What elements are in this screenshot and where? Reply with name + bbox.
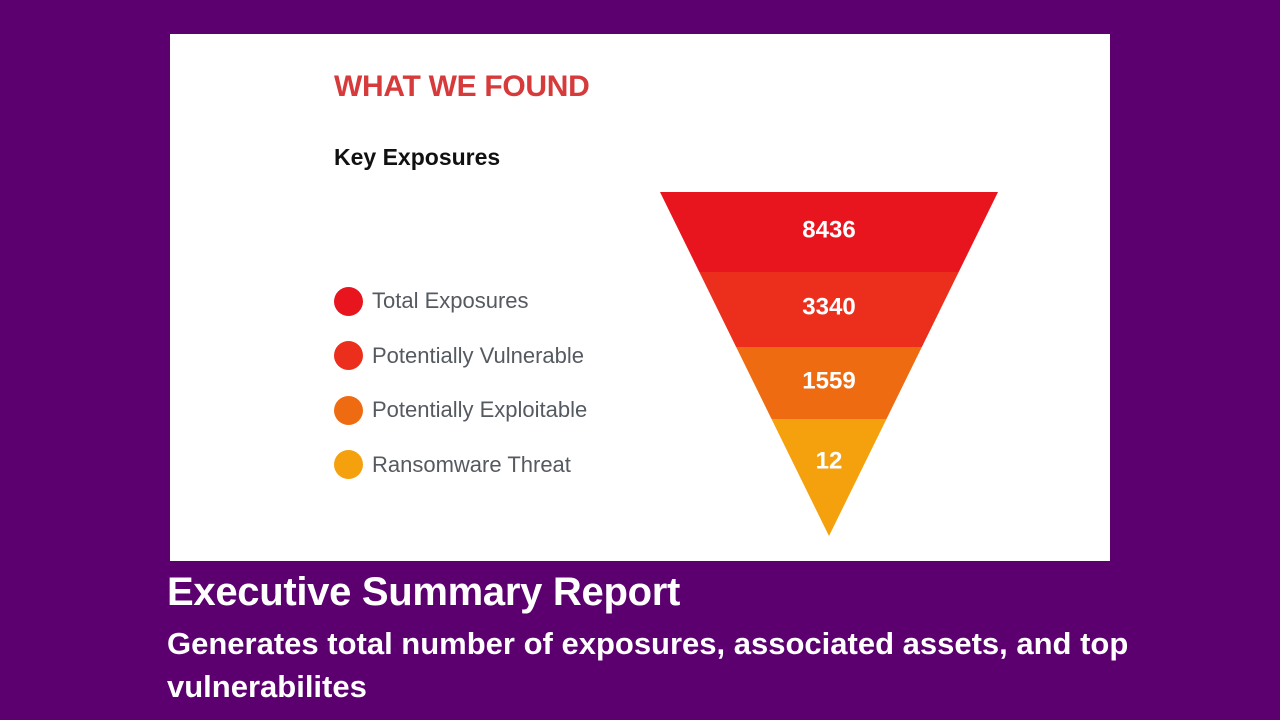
funnel-segment bbox=[699, 272, 959, 347]
funnel-segment bbox=[660, 192, 998, 272]
caption-title: Executive Summary Report bbox=[167, 570, 680, 614]
funnel-value-label: 3340 bbox=[802, 293, 855, 320]
legend-label: Ransomware Threat bbox=[372, 451, 571, 477]
legend-swatch bbox=[334, 450, 363, 479]
funnel-value-label: 12 bbox=[816, 447, 843, 474]
legend-swatch bbox=[334, 286, 363, 316]
legend-label: Potentially Exploitable bbox=[372, 397, 588, 422]
chart-title: Key Exposures bbox=[334, 144, 501, 170]
funnel-value-label: 8436 bbox=[802, 216, 855, 243]
legend-item: Potentially Vulnerable bbox=[334, 341, 587, 371]
funnel-segment bbox=[771, 419, 887, 536]
legend-item: Potentially Exploitable bbox=[334, 395, 587, 425]
funnel-value-label: 1559 bbox=[802, 367, 855, 394]
legend-label: Total Exposures bbox=[372, 288, 529, 313]
legend-swatch bbox=[334, 341, 363, 370]
funnel-segment bbox=[736, 347, 922, 419]
caption-text: Generates total number of exposures, ass… bbox=[167, 626, 1129, 704]
legend-item: Ransomware Threat bbox=[334, 450, 587, 480]
report-card: WHAT WE FOUND Key Exposures Total Exposu… bbox=[170, 34, 1110, 561]
legend-label: Potentially Vulnerable bbox=[372, 342, 584, 368]
funnel-chart: 8436 3340 1559 12 bbox=[660, 192, 998, 536]
legend-item: Total Exposures bbox=[334, 286, 587, 316]
section-title: WHAT WE FOUND bbox=[334, 70, 590, 103]
chart-legend: Total Exposures Potentially Vulnerable Pot… bbox=[334, 286, 587, 504]
legend-swatch bbox=[334, 395, 363, 425]
